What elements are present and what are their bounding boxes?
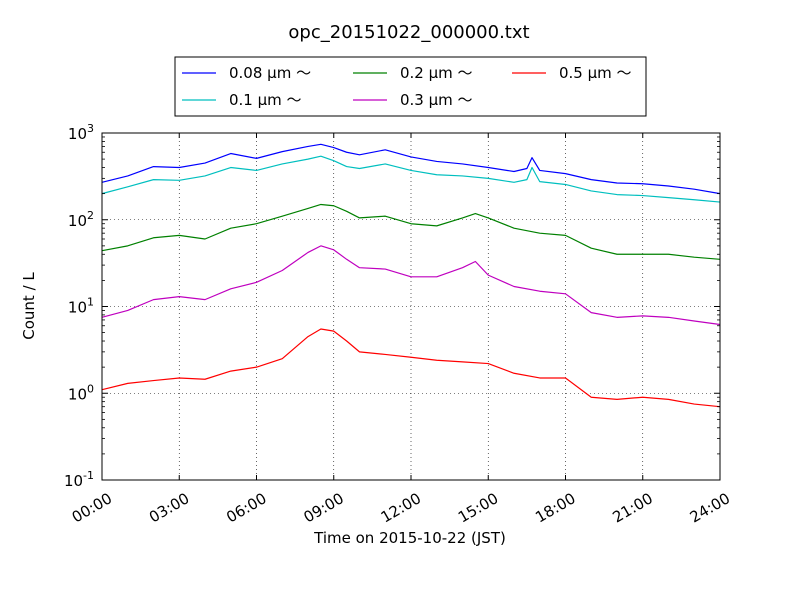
legend-label: 0.08 μm ～ [229, 64, 311, 82]
x-tick-label: 15:00 [455, 489, 501, 526]
x-tick-label: 12:00 [378, 489, 424, 526]
legend-item: 0.5 μm ～ [512, 64, 632, 82]
series-line-2 [101, 203, 721, 260]
legend-item: 0.2 μm ～ [353, 64, 473, 82]
legend-label: 0.2 μm ～ [400, 64, 473, 82]
legend-label: 0.3 μm ～ [400, 91, 473, 109]
legend-item: 0.08 μm ～ [182, 64, 311, 82]
y-axis-label: Count / L [20, 272, 38, 340]
y-tick-label: 100 [68, 382, 94, 403]
legend-label: 0.5 μm ～ [559, 64, 632, 82]
legend-box [174, 56, 647, 117]
x-axis-label: Time on 2015-10-22 (JST) [313, 529, 506, 547]
series-line-1 [101, 155, 721, 203]
chart-title: opc_20151022_000000.txt [288, 22, 529, 43]
y-tick-label: 101 [68, 296, 94, 317]
x-tick-label: 18:00 [532, 489, 578, 526]
x-tick-label: 06:00 [223, 489, 269, 526]
x-tick-label: 24:00 [687, 489, 733, 526]
x-tick-label: 00:00 [69, 489, 115, 526]
legend-item: 0.1 μm ～ [182, 91, 302, 109]
x-tick-label: 09:00 [301, 489, 347, 526]
series-line-4 [101, 328, 721, 408]
series-line-3 [101, 245, 721, 326]
series-lines [101, 143, 721, 408]
x-tick-label: 21:00 [610, 489, 656, 526]
series-line-0 [101, 143, 721, 195]
plot-border [101, 132, 721, 481]
grid [102, 133, 720, 480]
y-tick-label: 102 [68, 209, 94, 230]
y-tick-label: 103 [68, 122, 94, 143]
legend-item: 0.3 μm ～ [353, 91, 473, 109]
legend-label: 0.1 μm ～ [229, 91, 302, 109]
legend: 0.08 μm ～ 0.1 μm ～ 0.2 μm ～ 0.3 μm ～ 0.5 μm … [174, 56, 647, 117]
x-tick-label: 03:00 [146, 489, 192, 526]
y-tick-label: 10-1 [64, 469, 94, 490]
